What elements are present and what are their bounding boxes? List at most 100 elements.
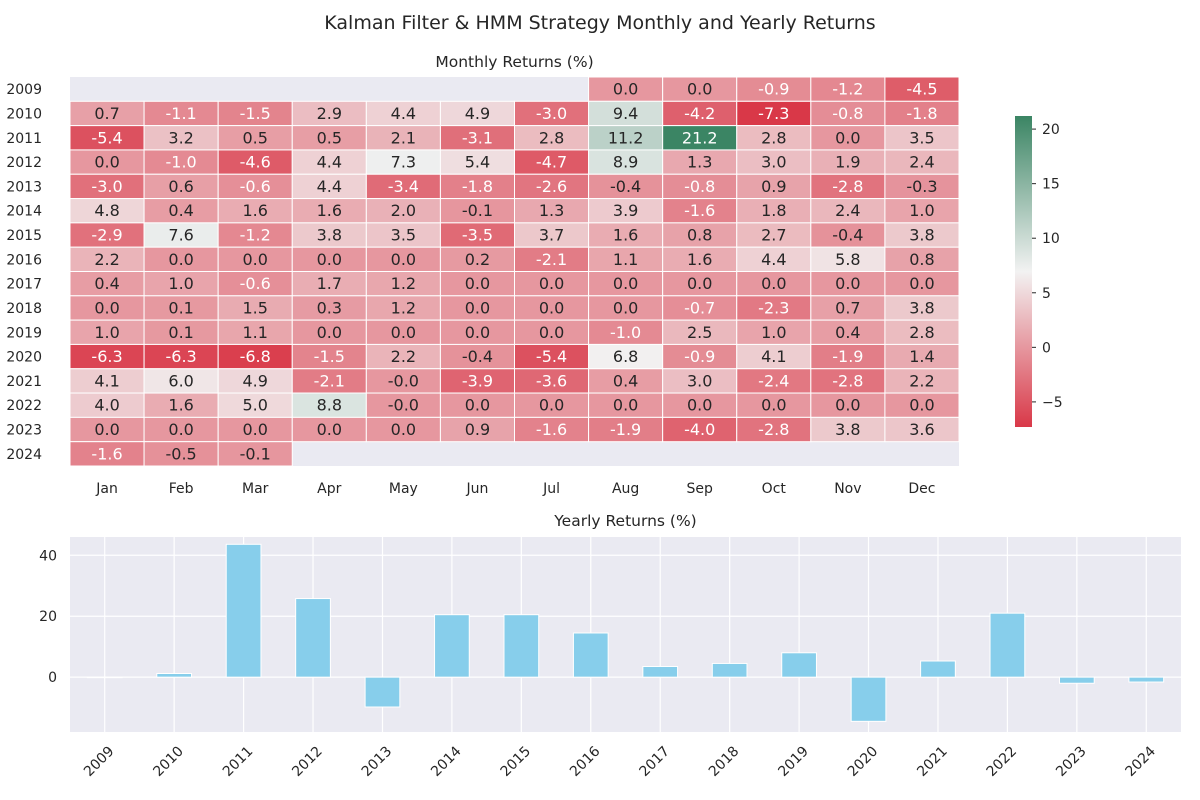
heatmap-cell-label: 0.0 bbox=[94, 420, 119, 439]
bar bbox=[781, 652, 817, 678]
heatmap-cell-label: -6.3 bbox=[91, 347, 122, 366]
heatmap-cell bbox=[365, 416, 441, 443]
colorbar-tick-label: 0 bbox=[1042, 340, 1051, 356]
heatmap-cell bbox=[365, 295, 441, 321]
heatmap-cell-label: 2.2 bbox=[94, 250, 119, 269]
heatmap-cell bbox=[810, 149, 886, 175]
heatmap-cell bbox=[884, 222, 960, 248]
heatmap-cell-label: -3.0 bbox=[91, 177, 122, 196]
heatmap-cell-label: 1.6 bbox=[168, 396, 193, 415]
figure-title: Kalman Filter & HMM Strategy Monthly and… bbox=[324, 12, 876, 34]
heatmap-cell bbox=[884, 246, 960, 272]
heatmap-cell bbox=[291, 271, 367, 297]
heatmap-cell-label: 0.0 bbox=[465, 323, 490, 342]
heatmap-cell-label: 4.4 bbox=[317, 177, 342, 196]
heatmap-cell-label: 0.0 bbox=[909, 396, 934, 415]
heatmap-cell-label: 0.4 bbox=[168, 201, 193, 220]
bar-x-tick-label: 2014 bbox=[428, 743, 465, 780]
heatmap-cell-label: 0.9 bbox=[465, 420, 490, 439]
heatmap-cell-label: 0.0 bbox=[539, 323, 564, 342]
bar-chart-title: Yearly Returns (%) bbox=[554, 512, 697, 530]
bar-x-tick-label: 2013 bbox=[359, 743, 396, 780]
heatmap-cell bbox=[736, 149, 812, 175]
heatmap-cell bbox=[514, 173, 590, 200]
heatmap-cell-label: 0.0 bbox=[835, 274, 860, 293]
heatmap-cell-label: 3.8 bbox=[909, 298, 934, 317]
heatmap-x-tick-label: Mar bbox=[242, 481, 269, 497]
heatmap-cell-label: -3.5 bbox=[462, 226, 493, 245]
heatmap-cell-label: -6.3 bbox=[166, 347, 197, 366]
heatmap-cell bbox=[662, 246, 738, 272]
heatmap-cell-label: 2.9 bbox=[317, 104, 342, 123]
heatmap-cell bbox=[884, 173, 960, 200]
heatmap-x-tick-label: Sep bbox=[687, 481, 714, 497]
heatmap-cell-label: 21.2 bbox=[682, 128, 718, 147]
heatmap-y-tick-label: 2023 bbox=[6, 423, 42, 439]
heatmap-cell-label: 0.4 bbox=[94, 274, 119, 293]
heatmap-cell-label: 0.0 bbox=[317, 420, 342, 439]
heatmap-cell-label: 7.3 bbox=[391, 153, 416, 172]
heatmap-cell-label: 2.8 bbox=[761, 128, 786, 147]
heatmap-y-tick-label: 2021 bbox=[6, 374, 42, 390]
heatmap-cell bbox=[217, 368, 293, 394]
heatmap-cell-label: -0.0 bbox=[388, 371, 419, 390]
heatmap-cell-label: -2.8 bbox=[832, 177, 863, 196]
heatmap-cell bbox=[884, 319, 960, 345]
heatmap-cell-label: -0.4 bbox=[832, 226, 863, 245]
heatmap-cell bbox=[291, 295, 367, 321]
heatmap-cell bbox=[588, 392, 664, 418]
heatmap-cell-label: 0.0 bbox=[391, 250, 416, 269]
heatmap-cell-label: 1.1 bbox=[613, 250, 638, 269]
heatmap-cell bbox=[439, 246, 515, 272]
bar bbox=[850, 676, 887, 722]
heatmap-cell-label: -1.8 bbox=[906, 104, 937, 123]
heatmap-cell bbox=[291, 368, 367, 394]
heatmap-cell-label: -1.8 bbox=[462, 177, 493, 196]
bar-y-tick-label: 20 bbox=[39, 609, 57, 625]
heatmap-cell bbox=[514, 246, 590, 272]
heatmap-cell-label: 0.0 bbox=[613, 396, 638, 415]
heatmap-cell-label: 1.6 bbox=[317, 201, 342, 220]
heatmap-cell-label: 2.2 bbox=[909, 371, 934, 390]
heatmap-cell-label: 0.0 bbox=[835, 396, 860, 415]
heatmap-cell-label: -4.6 bbox=[240, 153, 271, 172]
heatmap-cell bbox=[69, 368, 145, 394]
heatmap-cell-label: 1.3 bbox=[687, 153, 712, 172]
heatmap-cell-label: 1.4 bbox=[909, 347, 934, 366]
heatmap-cell-label: 4.9 bbox=[242, 371, 267, 390]
heatmap-cell bbox=[365, 149, 441, 175]
heatmap-cell-label: -6.8 bbox=[240, 347, 271, 366]
heatmap-cell bbox=[514, 271, 590, 297]
heatmap-cell-label: 1.6 bbox=[687, 250, 712, 269]
heatmap-cell bbox=[588, 343, 664, 370]
heatmap-cell-label: 0.5 bbox=[317, 128, 342, 147]
heatmap-cell-label: -3.1 bbox=[462, 128, 493, 147]
heatmap-cell-label: -0.0 bbox=[388, 396, 419, 415]
colorbar-tick-label: 10 bbox=[1042, 231, 1060, 247]
heatmap-cell-label: -4.0 bbox=[684, 420, 715, 439]
heatmap-cell-label: -3.9 bbox=[462, 371, 493, 390]
heatmap-cell-label: -5.4 bbox=[536, 347, 567, 366]
heatmap-cell-label: 3.6 bbox=[909, 420, 934, 439]
heatmap-cell-label: -2.6 bbox=[536, 177, 567, 196]
heatmap-cell-label: 0.8 bbox=[909, 250, 934, 269]
heatmap-cell bbox=[514, 222, 590, 248]
heatmap-cell-label: 3.0 bbox=[761, 153, 786, 172]
heatmap-cell bbox=[884, 76, 960, 102]
heatmap-cell-label: 0.0 bbox=[613, 298, 638, 317]
heatmap-cell bbox=[365, 368, 441, 394]
bar-x-tick-label: 2016 bbox=[567, 743, 604, 780]
heatmap-cell-label: -2.9 bbox=[91, 226, 122, 245]
heatmap-y-tick-label: 2013 bbox=[6, 179, 42, 195]
heatmap-cell-label: 0.0 bbox=[539, 298, 564, 317]
heatmap-cell-label: -1.6 bbox=[91, 444, 122, 463]
bar-x-tick-label: 2012 bbox=[289, 743, 326, 780]
heatmap-cell-label: -1.6 bbox=[536, 420, 567, 439]
heatmap-cell-label: -0.6 bbox=[240, 274, 271, 293]
heatmap-cell-label: 5.4 bbox=[465, 153, 490, 172]
heatmap-cell bbox=[69, 441, 145, 467]
heatmap-cell-label: -1.2 bbox=[832, 80, 863, 99]
heatmap-cell bbox=[291, 222, 367, 248]
heatmap-cell-label: 1.0 bbox=[909, 201, 934, 220]
heatmap-y-tick-label: 2015 bbox=[6, 228, 42, 244]
